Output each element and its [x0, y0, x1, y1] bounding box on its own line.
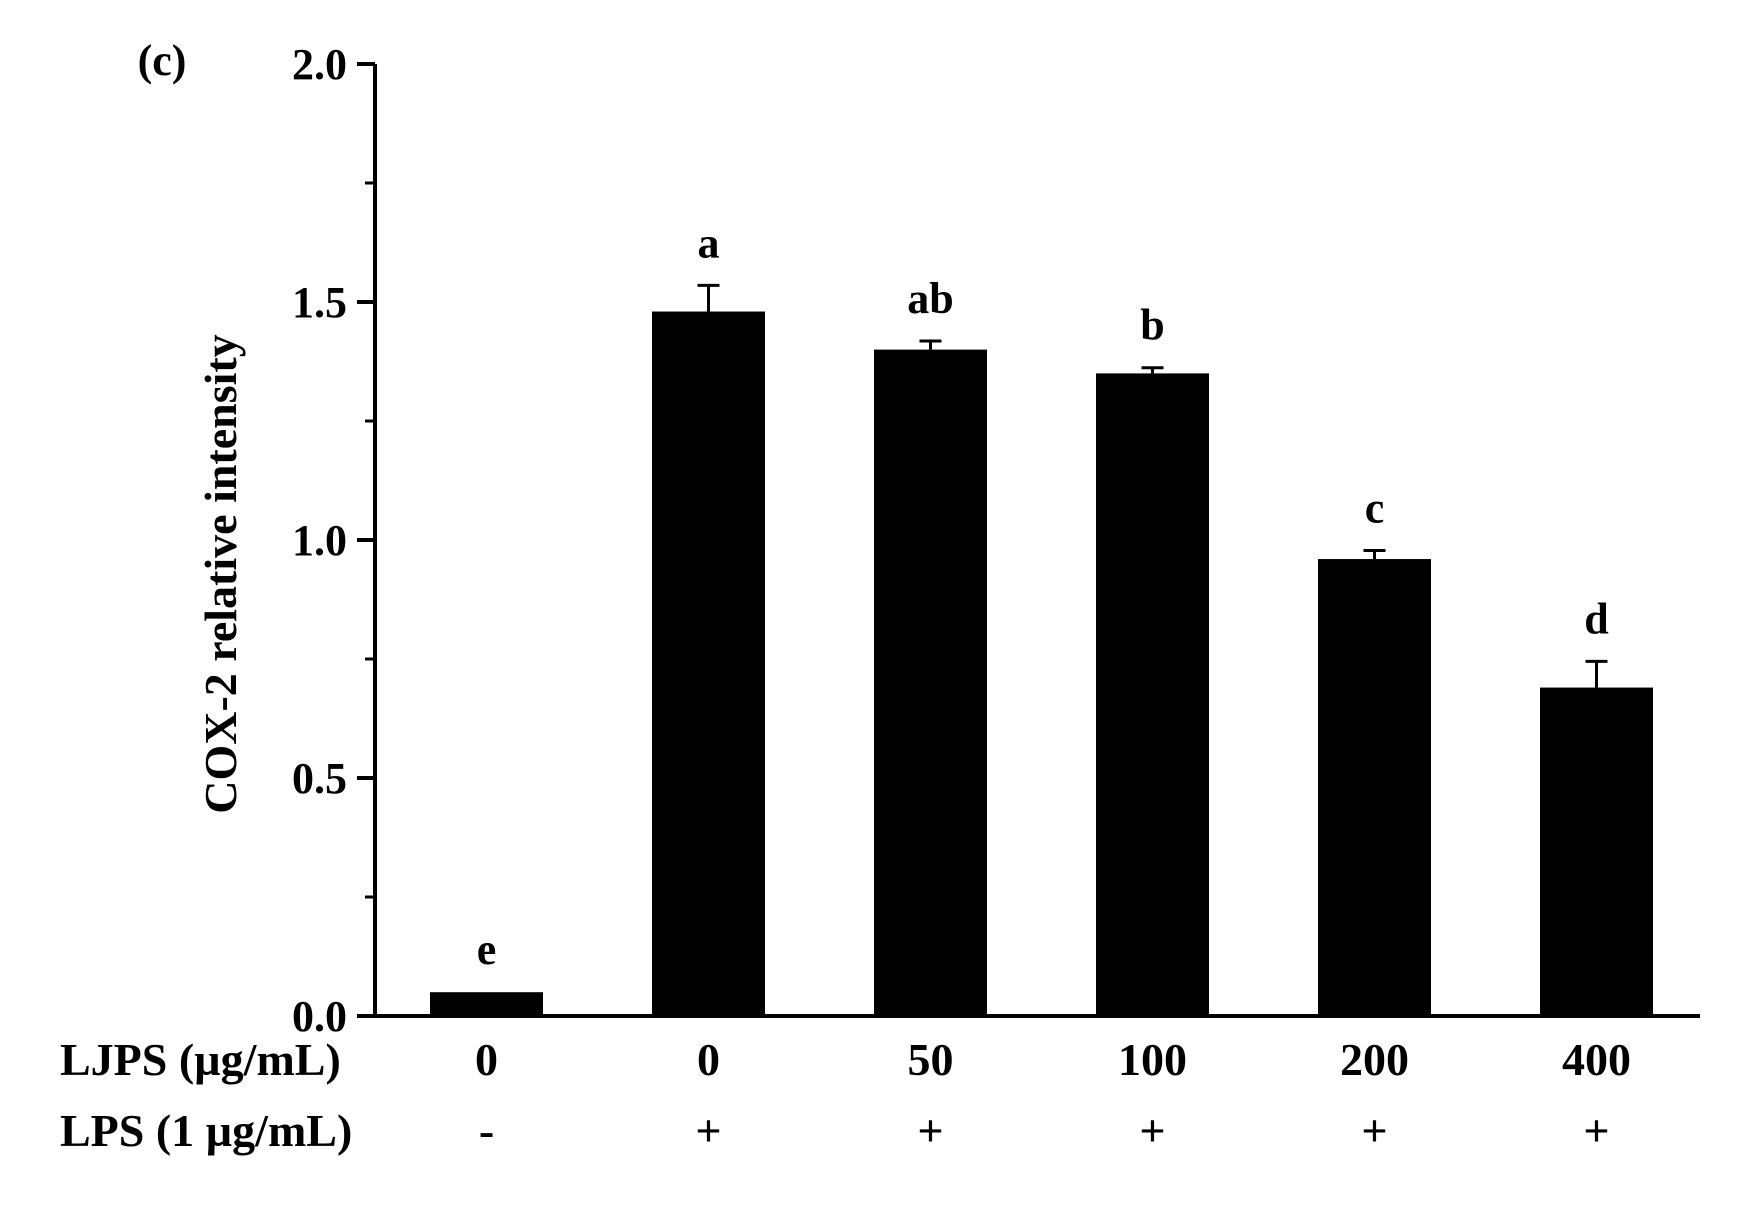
bar	[430, 992, 543, 1016]
ljps-value: 0	[475, 1034, 498, 1085]
y-axis-label: COX-2 relative intensity	[195, 334, 246, 814]
y-axis: 0.0 0.5 1.0 1.5 2.0	[292, 40, 377, 1041]
y-tick-label: 1.5	[292, 278, 347, 327]
y-tick-label: 0.5	[292, 754, 347, 803]
significance-letter: b	[1140, 301, 1164, 350]
significance-letter: e	[477, 925, 497, 974]
row-label-ljps: LJPS (µg/mL)	[60, 1034, 341, 1085]
lps-value: +	[1583, 1105, 1609, 1156]
ljps-value: 200	[1340, 1034, 1409, 1085]
bar	[874, 349, 987, 1017]
lps-value: +	[1361, 1105, 1387, 1156]
y-tick-label: 0.0	[292, 992, 347, 1041]
lps-value: +	[695, 1105, 721, 1156]
ljps-value: 100	[1118, 1034, 1187, 1085]
bars-group: e a ab b c d	[430, 218, 1653, 1017]
lps-value: -	[479, 1105, 494, 1156]
row-label-lps: LPS (1 µg/mL)	[60, 1105, 352, 1156]
bar	[1096, 373, 1209, 1016]
bar	[1318, 559, 1431, 1016]
y-tick-label: 1.0	[292, 516, 347, 565]
significance-letter: d	[1584, 594, 1608, 643]
significance-letter: ab	[907, 274, 953, 323]
panel-label: (c)	[138, 36, 187, 85]
ljps-value: 400	[1562, 1034, 1631, 1085]
ljps-value: 0	[697, 1034, 720, 1085]
significance-letter: a	[698, 218, 720, 267]
significance-letter: c	[1365, 483, 1385, 532]
bar	[652, 311, 765, 1016]
lps-value: +	[1139, 1105, 1165, 1156]
bar	[1540, 687, 1653, 1016]
lps-value: +	[917, 1105, 943, 1156]
y-tick-label: 2.0	[292, 40, 347, 89]
ljps-value: 50	[908, 1034, 954, 1085]
row-values-group: 0 - 0 +50 +100 +200 +400 +	[475, 1034, 1631, 1156]
